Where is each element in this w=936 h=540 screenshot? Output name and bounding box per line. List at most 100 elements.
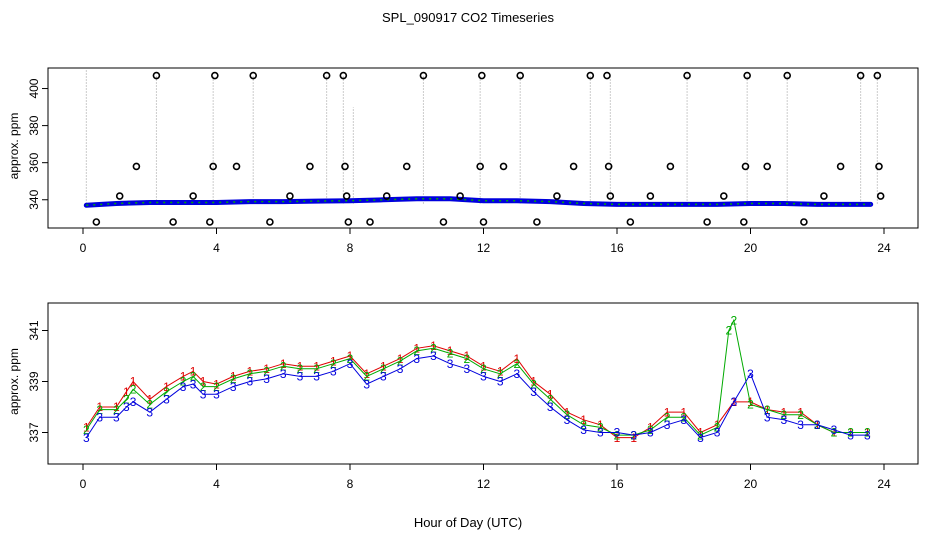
data-point-2: 2: [463, 352, 470, 366]
outlier-point: [189, 192, 197, 200]
y-tick-label: 360: [27, 152, 41, 172]
x-tick-label: 20: [744, 241, 758, 255]
data-point-3: 3: [330, 365, 337, 379]
x-axis-label: Hour of Day (UTC): [414, 515, 522, 530]
data-point-1: 1: [430, 339, 437, 353]
data-point-2: 2: [580, 418, 587, 432]
outlier-point: [743, 71, 751, 80]
y-tick-label: 340: [27, 189, 41, 209]
outlier-point: [456, 192, 464, 200]
data-point-1: 1: [664, 405, 671, 419]
data-point-1: 1: [397, 352, 404, 366]
outlier-point: [152, 71, 161, 80]
data-point-1: 1: [123, 385, 130, 399]
data-point-2: 2: [530, 377, 537, 391]
data-point-3: 3: [280, 367, 287, 381]
data-point-1: 1: [200, 375, 207, 389]
data-point-2: 2: [397, 354, 404, 368]
x-tick-label: 0: [80, 477, 87, 491]
data-point-3: 3: [200, 387, 207, 401]
outlier-point: [719, 192, 728, 200]
data-point-3: 3: [664, 418, 671, 432]
data-point-2: 2: [447, 347, 454, 361]
data-point-3: 3: [697, 431, 704, 445]
outlier-point: [820, 192, 828, 200]
series-line-2: [85, 318, 868, 436]
data-point-2: 2: [230, 372, 237, 386]
x-tick-label: 16: [610, 477, 624, 491]
outlier-point: [873, 71, 882, 80]
data-point-3: 3: [347, 357, 354, 371]
data-point-1: 1: [313, 359, 320, 373]
x-tick-label: 24: [877, 241, 891, 255]
data-point-2: 2: [564, 408, 571, 422]
data-point-3: 3: [83, 431, 90, 445]
x-tick-label: 4: [213, 477, 220, 491]
data-point-2: 2: [347, 352, 354, 366]
data-point-1: 1: [163, 380, 170, 394]
data-point-2: 2: [614, 428, 621, 442]
x-tick-label: 4: [213, 241, 220, 255]
outlier-point: [476, 162, 484, 171]
data-point-2: 2: [864, 426, 871, 440]
data-point-3: 3: [831, 423, 838, 437]
data-point-1: 1: [547, 387, 554, 401]
y-axis-label: approx. ppm: [7, 113, 21, 180]
outlier-point: [800, 218, 808, 226]
data-point-3: 3: [630, 428, 637, 442]
outlier-point: [569, 162, 578, 171]
outlier-point: [783, 71, 792, 80]
data-point-1: 1: [347, 349, 354, 363]
data-point-1: 1: [514, 352, 521, 366]
data-point-2: 2: [113, 403, 120, 417]
data-point-3: 3: [313, 370, 320, 384]
data-point-1: 1: [463, 349, 470, 363]
outlier-point: [586, 71, 595, 80]
data-point-1: 1: [597, 418, 604, 432]
outlier-point: [342, 192, 351, 200]
outlier-point: [209, 162, 217, 171]
outlier-point: [341, 162, 349, 171]
outlier-point: [666, 162, 675, 171]
y-tick-label: 400: [27, 78, 41, 98]
data-point-3: 3: [680, 413, 687, 427]
data-point-1: 1: [630, 431, 637, 445]
outlier-point: [856, 71, 865, 80]
data-point-1: 1: [247, 365, 254, 379]
data-point-3: 3: [247, 375, 254, 389]
data-point-2: 2: [263, 365, 270, 379]
y-tick-label: 337: [27, 422, 41, 442]
outlier-point: [439, 218, 448, 226]
outlier-point: [206, 218, 214, 226]
outlier-point: [553, 192, 561, 200]
data-point-2: 2: [180, 375, 187, 389]
outlier-point: [516, 71, 525, 80]
data-point-2: 2: [280, 359, 287, 373]
data-point-3: 3: [797, 418, 804, 432]
data-point-1: 1: [614, 431, 621, 445]
data-point-3: 3: [430, 349, 437, 363]
data-point-2: 2: [664, 410, 671, 424]
data-point-2: 2: [847, 426, 854, 440]
data-point-3: 3: [530, 385, 537, 399]
baseline-series: [83, 196, 874, 208]
outlier-point: [626, 218, 635, 226]
data-point-3: 3: [263, 372, 270, 386]
outlier-point: [836, 162, 845, 171]
data-point-1: 1: [96, 400, 103, 414]
data-point-2: 2: [297, 362, 304, 376]
data-point-3: 3: [163, 393, 170, 407]
data-point-3: 3: [146, 405, 153, 419]
data-point-3: 3: [730, 395, 737, 409]
outlier-point: [763, 162, 771, 171]
data-point-2: 2: [83, 423, 90, 437]
data-point-3: 3: [113, 410, 120, 424]
outlier-point: [703, 218, 711, 226]
data-point-2: 2: [146, 398, 153, 412]
data-point-2: 2: [647, 423, 654, 437]
data-point-3: 3: [297, 370, 304, 384]
data-point-2: 2: [747, 398, 754, 412]
outlier-point: [249, 71, 258, 80]
outlier-point: [478, 71, 486, 80]
